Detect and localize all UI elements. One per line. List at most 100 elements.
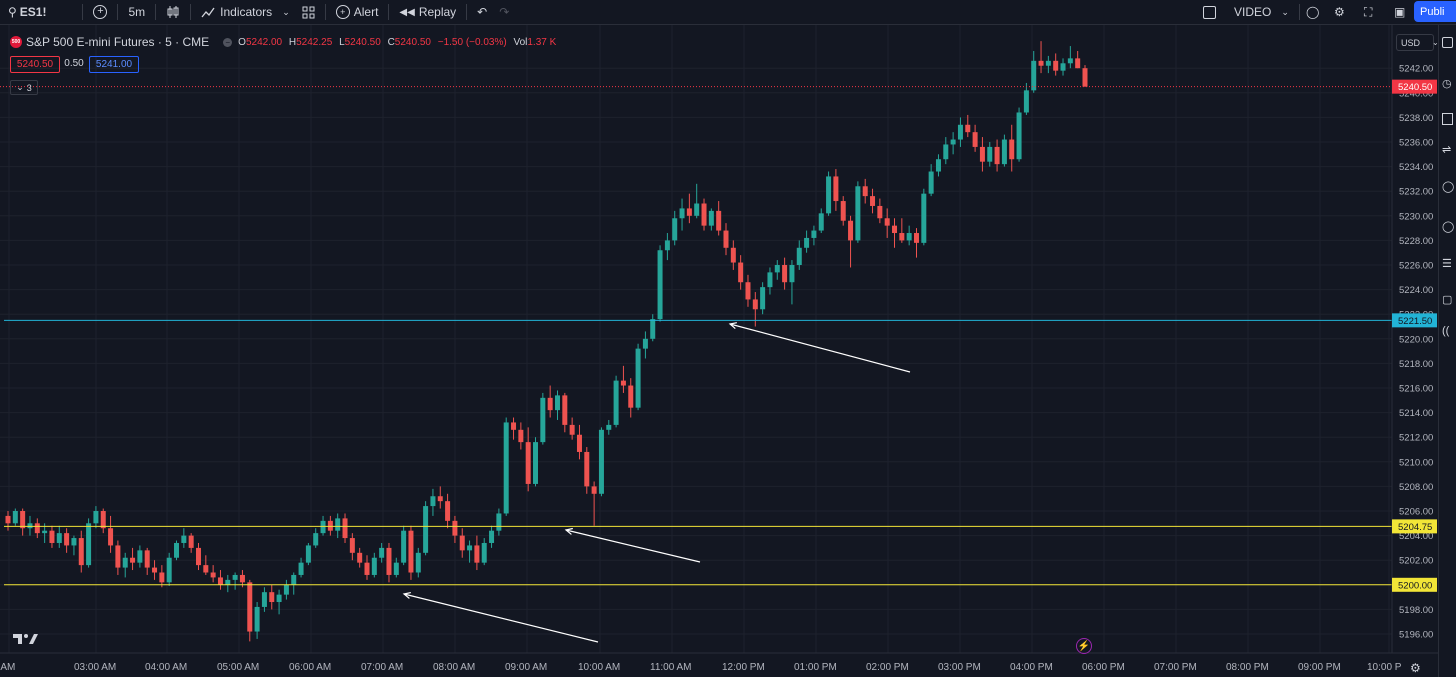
candle-body xyxy=(20,511,26,529)
currency-select[interactable]: USD ⌄ xyxy=(1396,34,1439,51)
broadcast-icon[interactable]: (( xyxy=(1442,325,1450,337)
time-tick-label: 03:00 AM xyxy=(74,662,116,673)
redo-button[interactable]: ↷ xyxy=(493,0,515,24)
symbol-search[interactable]: ⚲ ES1! xyxy=(0,0,52,24)
price-chart[interactable]: 5242.00 5240.00 5238.00 5236.00 5234.00 5232.… xyxy=(0,25,1438,677)
buy-button[interactable]: 5241.00 xyxy=(89,56,139,73)
open-label: O xyxy=(238,36,246,48)
quick-search-button[interactable]: ◯ xyxy=(1300,0,1325,24)
news-icon[interactable]: ☰ xyxy=(1442,258,1452,270)
open-value: 5242.00 xyxy=(245,36,283,48)
time-tick-label: 07:00 PM xyxy=(1154,662,1197,673)
replay-button[interactable]: ◀◀ Replay xyxy=(393,0,462,24)
candle-body xyxy=(239,574,245,583)
candle-body xyxy=(203,565,209,573)
candle-body xyxy=(591,486,597,494)
candle-body xyxy=(320,520,326,534)
grid-icon xyxy=(302,6,315,18)
settings-button[interactable]: ⚙ xyxy=(1328,0,1351,24)
alerts-clock-icon[interactable]: ◷ xyxy=(1442,78,1452,90)
candle-body xyxy=(767,272,773,288)
watchlist-icon[interactable] xyxy=(1442,37,1453,48)
price-axis[interactable]: 5242.00 5240.00 5238.00 5236.00 5234.00 5232.… xyxy=(1391,25,1438,677)
candle-body xyxy=(489,530,495,543)
price-tick-label: 5196.00 xyxy=(1399,630,1433,641)
time-axis[interactable]: 00 AM 03:00 AM 04:00 AM 05:00 AM 06:00 AM 07:… xyxy=(0,652,1438,673)
candle-body xyxy=(379,547,385,558)
chevron-down-icon: ⌄ xyxy=(282,6,290,17)
snapshot-button[interactable]: ▣ xyxy=(1388,0,1411,24)
candle-body xyxy=(1060,63,1066,71)
replay-label: Replay xyxy=(418,5,457,19)
candle-body xyxy=(701,203,707,226)
candle-body xyxy=(86,523,92,566)
candle-body xyxy=(738,262,744,283)
candle-body xyxy=(921,193,927,243)
ideas-icon[interactable]: ◯ xyxy=(1442,221,1455,233)
price-tick-label: 5230.00 xyxy=(1399,211,1433,222)
candle-body xyxy=(716,210,722,231)
candle-body xyxy=(840,201,846,221)
undo-button[interactable]: ↶ xyxy=(471,0,493,24)
candle-body xyxy=(533,442,539,484)
candle-body xyxy=(782,265,788,283)
instrument-title[interactable]: S&P 500 E-mini Futures · 5 · CME xyxy=(26,35,210,49)
candle-body xyxy=(811,230,817,238)
fullscreen-button[interactable]: ⛶ xyxy=(1358,0,1378,24)
chat-icon[interactable]: ▢ xyxy=(1442,294,1453,306)
indicators-collapse-toggle[interactable]: ⌄ 3 xyxy=(10,80,38,95)
fullscreen-toggle[interactable] xyxy=(1197,0,1222,24)
candle-body xyxy=(452,520,458,536)
compare-button[interactable]: + xyxy=(87,0,113,24)
layouts-button[interactable] xyxy=(296,0,321,24)
candle-body xyxy=(613,380,619,425)
lightning-icon[interactable]: ⚡ xyxy=(1076,638,1092,654)
candle-body xyxy=(364,562,370,575)
candle-body xyxy=(664,240,670,251)
chart-type-button[interactable] xyxy=(160,0,186,24)
candle-body xyxy=(628,385,634,408)
candle-body xyxy=(496,513,502,531)
alert-button[interactable]: + Alert xyxy=(330,0,385,24)
candle-body xyxy=(445,501,451,521)
candle-body xyxy=(49,530,55,543)
divider xyxy=(82,4,84,20)
right-sidebar: ◷ ⇌ ◯ ◯ ☰ ▢ (( xyxy=(1438,25,1456,677)
candle-body xyxy=(752,299,758,310)
video-label: VIDEO xyxy=(1234,5,1272,19)
collapse-dot-icon[interactable]: − xyxy=(223,37,233,47)
time-tick-label: 08:00 PM xyxy=(1226,662,1269,673)
indicators-button[interactable]: Indicators ⌄ xyxy=(195,0,296,24)
horizontal-lines xyxy=(0,86,1392,586)
candle-body xyxy=(1067,58,1073,64)
candle-body xyxy=(848,220,854,241)
candle-body xyxy=(540,397,546,443)
arrow-line xyxy=(403,593,599,643)
interval-button[interactable]: 5m xyxy=(128,5,146,19)
price-tick-label: 5224.00 xyxy=(1399,285,1433,296)
sell-button[interactable]: 5240.50 xyxy=(10,56,60,73)
video-button[interactable]: VIDEO ⌄ xyxy=(1228,0,1295,24)
rewind-icon: ◀◀ xyxy=(399,6,415,18)
candle-body xyxy=(679,208,685,219)
candle-body xyxy=(305,545,311,563)
divider xyxy=(117,4,119,20)
hotlist-icon[interactable]: ⇌ xyxy=(1442,144,1452,156)
candle-body xyxy=(188,535,194,548)
publish-button[interactable]: Publi xyxy=(1414,1,1456,22)
arrow-annotations xyxy=(402,322,911,643)
candle-body xyxy=(1001,139,1007,165)
indicators-label: Indicators xyxy=(220,5,273,19)
candle-body xyxy=(474,545,480,563)
plus-circle-icon: + xyxy=(93,5,108,19)
expand-icon: ⛶ xyxy=(1364,4,1373,19)
chart-settings-gear-icon[interactable]: ⚙ xyxy=(1410,661,1421,675)
candle-body xyxy=(511,422,517,430)
candle-body xyxy=(137,550,143,563)
time-tick-label: 00 AM xyxy=(0,662,15,673)
data-window-icon[interactable] xyxy=(1442,113,1453,125)
calendar-icon[interactable]: ◯ xyxy=(1442,181,1455,193)
candle-body xyxy=(210,572,216,578)
candle-body xyxy=(166,557,172,583)
candle-body xyxy=(423,506,429,553)
